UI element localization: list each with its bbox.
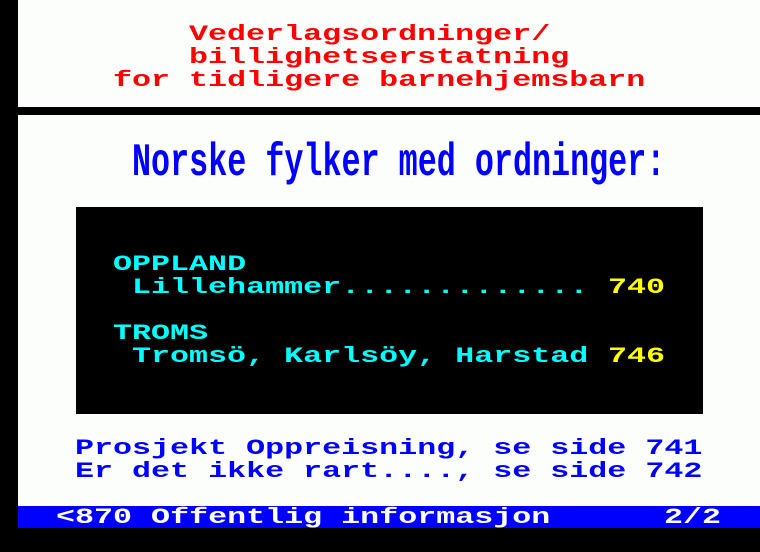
county-name: TROMS <box>113 321 209 346</box>
county-places: Tromsö, Karlsöy, Harstad <box>132 344 589 369</box>
county-page-link[interactable]: 740 <box>608 275 666 300</box>
page-heading: Norske fylker med ordninger: <box>132 137 666 189</box>
header-panel <box>18 0 760 107</box>
title-line-3: for tidligere barnehjemsbarn <box>113 68 646 93</box>
county-places: Lillehammer............. <box>132 275 589 300</box>
title-line-2: billighetserstatning <box>189 45 570 70</box>
page-counter: 2/2 <box>664 505 722 530</box>
county-page-link[interactable]: 746 <box>608 344 666 369</box>
county-box <box>76 207 703 414</box>
footer-bar <box>18 506 760 528</box>
county-name: OPPLAND <box>113 252 247 277</box>
footer-nav-link[interactable]: <870 Offentlig informasjon <box>56 505 551 530</box>
link-prosjekt-oppreisning[interactable]: Prosjekt Oppreisning, se side 741 <box>75 436 703 461</box>
link-er-det-ikke-rart[interactable]: Er det ikke rart...., se side 742 <box>75 459 703 484</box>
title-line-1: Vederlagsordninger/ <box>189 22 551 47</box>
